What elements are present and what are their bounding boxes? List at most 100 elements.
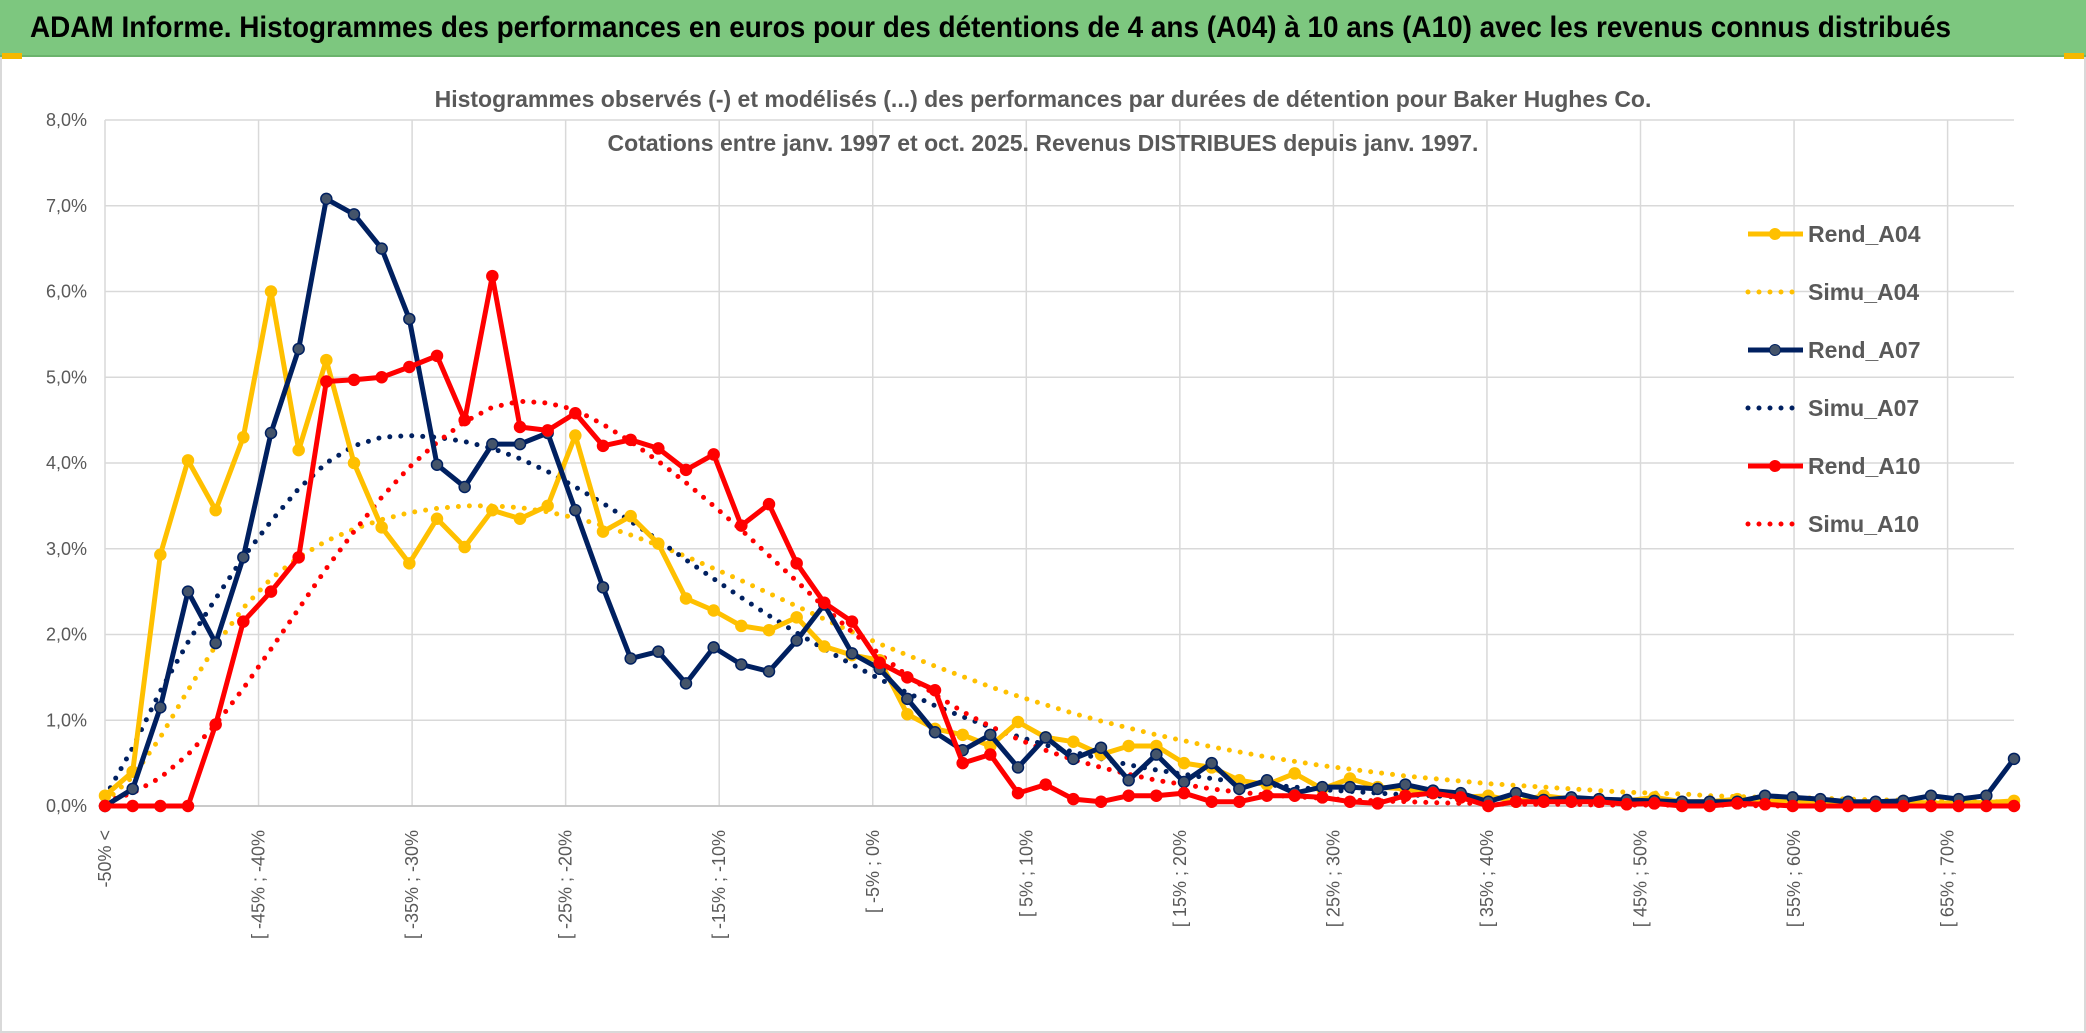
- point-rend_a10: [1371, 797, 1384, 810]
- x-tick-label: [ 15% ; 20%: [1170, 830, 1190, 927]
- legend-marker: [1769, 344, 1781, 356]
- point-rend_a10: [1869, 799, 1882, 813]
- x-axis-ticks: -50% < [ -45% ; -40% [ -35% ; -30% [ -25% ;…: [95, 830, 1958, 939]
- point-rend_a07: [1122, 774, 1135, 787]
- point-rend_a07: [707, 641, 720, 654]
- point-rend_a04: [569, 429, 582, 442]
- point-rend_a10: [928, 683, 942, 697]
- point-rend_a07: [1150, 748, 1163, 761]
- point-rend_a10: [1509, 795, 1523, 808]
- legend-label: Rend_A04: [1808, 221, 1921, 247]
- point-rend_a07: [430, 458, 444, 471]
- point-rend_a10: [1233, 795, 1246, 808]
- point-rend_a10: [1703, 799, 1716, 813]
- y-tick-label: 6,0%: [46, 282, 87, 302]
- point-rend_a04: [762, 623, 776, 637]
- point-rend_a10: [126, 799, 139, 813]
- legend-marker: [1769, 460, 1781, 472]
- legend-item-simu_a07: Simu_A07: [1745, 395, 1919, 421]
- legend-item-rend_a10: Rend_A10: [1748, 453, 1920, 479]
- point-rend_a07: [1371, 782, 1384, 796]
- point-rend_a10: [984, 748, 997, 761]
- point-rend_a07: [790, 634, 803, 647]
- point-rend_a10: [790, 557, 803, 570]
- point-rend_a07: [1233, 782, 1246, 796]
- point-rend_a10: [1980, 799, 1993, 813]
- point-rend_a10: [1675, 799, 1689, 813]
- point-rend_a07: [513, 437, 527, 451]
- point-rend_a04: [403, 557, 416, 570]
- point-rend_a04: [486, 503, 499, 517]
- point-rend_a10: [1592, 795, 1606, 808]
- point-rend_a10: [1094, 795, 1108, 808]
- point-rend_a04: [181, 454, 195, 467]
- point-rend_a10: [1011, 786, 1025, 800]
- point-rend_a07: [1316, 780, 1329, 794]
- point-rend_a07: [2007, 752, 2021, 766]
- point-rend_a10: [569, 407, 582, 420]
- point-rend_a04: [209, 503, 222, 517]
- point-rend_a10: [762, 497, 776, 511]
- point-rend_a07: [264, 426, 278, 440]
- point-rend_a10: [154, 799, 167, 813]
- legend-item-simu_a04: Simu_A04: [1745, 279, 1919, 305]
- point-rend_a10: [541, 424, 554, 437]
- y-tick-label: 5,0%: [46, 367, 87, 387]
- point-rend_a10: [679, 463, 693, 477]
- point-rend_a04: [956, 728, 969, 742]
- point-rend_a07: [403, 312, 416, 326]
- point-rend_a04: [541, 499, 554, 513]
- point-rend_a04: [292, 443, 305, 457]
- point-rend_a04: [1177, 756, 1191, 770]
- x-tick-label: [ 35% ; 40%: [1477, 830, 1497, 927]
- point-rend_a07: [320, 192, 333, 206]
- point-rend_a10: [707, 448, 720, 461]
- corner-marker-left: [2, 53, 22, 59]
- point-rend_a10: [320, 375, 333, 388]
- point-rend_a10: [956, 756, 969, 770]
- point-rend_a10: [1648, 797, 1661, 810]
- point-rend_a10: [513, 420, 527, 434]
- x-tick-label: [ 5% ; 10%: [1016, 830, 1036, 917]
- point-rend_a10: [1454, 791, 1467, 804]
- series-line-rend_a10: [105, 273, 2014, 809]
- corner-marker-right: [2064, 53, 2084, 59]
- chart-frame: [0, 53, 2086, 1033]
- point-rend_a10: [1731, 797, 1744, 810]
- point-rend_a10: [1343, 795, 1357, 808]
- point-rend_a10: [430, 349, 444, 363]
- point-rend_a10: [1758, 798, 1772, 811]
- x-tick-label: [ -25% ; -20%: [556, 830, 576, 939]
- point-rend_a07: [237, 551, 250, 564]
- point-rend_a07: [845, 647, 859, 660]
- legend-item-rend_a07: Rend_A07: [1748, 337, 1920, 363]
- legend-label: Rend_A10: [1808, 453, 1920, 479]
- point-rend_a04: [375, 521, 388, 534]
- point-rend_a04: [1288, 767, 1301, 780]
- point-rend_a10: [1150, 789, 1163, 802]
- point-rend_a10: [1814, 799, 1827, 813]
- point-rend_a10: [735, 519, 748, 532]
- point-rend_a10: [1620, 798, 1633, 811]
- point-rend_a10: [845, 615, 859, 628]
- point-rend_a07: [347, 208, 361, 221]
- point-rend_a07: [901, 692, 914, 706]
- point-rend_a07: [486, 437, 499, 451]
- point-rend_a10: [292, 551, 305, 564]
- point-rend_a07: [209, 636, 222, 650]
- point-rend_a10: [873, 656, 886, 670]
- point-rend_a10: [1067, 792, 1080, 806]
- x-tick-label: [ 55% ; 60%: [1784, 830, 1804, 927]
- y-tick-label: 8,0%: [46, 110, 87, 130]
- y-tick-label: 1,0%: [46, 710, 87, 730]
- point-rend_a10: [596, 439, 610, 453]
- point-rend_a07: [154, 701, 167, 714]
- point-rend_a10: [1205, 795, 1218, 808]
- point-rend_a04: [1011, 715, 1025, 729]
- point-rend_a04: [98, 789, 112, 802]
- point-rend_a10: [1039, 778, 1052, 791]
- point-rend_a10: [901, 671, 914, 684]
- point-rend_a07: [292, 342, 305, 356]
- legend-item-rend_a04: Rend_A04: [1748, 221, 1921, 247]
